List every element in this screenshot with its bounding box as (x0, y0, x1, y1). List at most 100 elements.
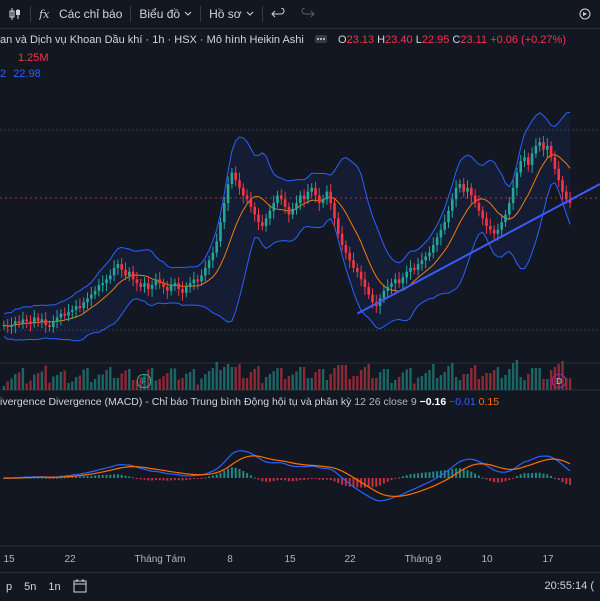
event-marker-f[interactable]: F (137, 374, 151, 388)
change-value: +0.06 (+0.27%) (490, 34, 566, 46)
range-p-button[interactable]: p (6, 581, 13, 593)
undo-button[interactable] (263, 0, 293, 28)
volume-bar (67, 383, 70, 390)
macd-histogram-bar (177, 478, 180, 481)
macd-histogram-bar (504, 478, 507, 482)
macd-histogram-bar (405, 475, 408, 478)
volume-bar (432, 364, 435, 390)
volume-bar (447, 366, 450, 390)
candle-body (36, 317, 40, 322)
volume-bar (492, 370, 496, 390)
candle-body (390, 283, 393, 287)
volume-bar (542, 379, 545, 390)
redo-button[interactable] (293, 0, 323, 28)
volume-bar (48, 382, 51, 390)
macd-histogram-bar (189, 478, 192, 480)
candle-body (268, 210, 272, 219)
volume-bar (359, 370, 363, 390)
macd-histogram-bar (519, 474, 522, 478)
event-marker-d[interactable]: D (552, 374, 566, 388)
macd-value-2: −0.01 (449, 396, 476, 408)
volume-bar (52, 376, 55, 390)
x-axis-tick-label: Tháng Tám (135, 554, 186, 565)
chart-area[interactable]: 15 22 Tháng Tám 8 15 22 Tháng 9 10 17 (0, 28, 600, 572)
macd-histogram-bar (280, 478, 283, 481)
macd-histogram-bar (382, 478, 385, 484)
macd-histogram-bar (59, 477, 62, 479)
volume-bar (93, 379, 97, 390)
x-axis-tick-label: 22 (344, 554, 356, 565)
indicators-button[interactable]: ƒx Các chỉ báo (31, 0, 130, 28)
candle-body (413, 267, 416, 270)
candle-body (504, 214, 507, 223)
volume-bar (371, 378, 374, 390)
more-options-icon[interactable] (314, 35, 327, 43)
range-1n-button[interactable]: 1n (48, 581, 61, 593)
macd-histogram-bar (329, 478, 332, 481)
candle-body (29, 321, 32, 324)
volume-bar (500, 378, 503, 390)
calendar-button[interactable] (67, 578, 93, 596)
candle-body (207, 260, 211, 268)
chart-menu-label: Biểu đồ (139, 7, 181, 21)
volume-bar (546, 379, 549, 390)
volume-bar (166, 373, 169, 390)
volume-bar (291, 374, 294, 390)
redo-icon (301, 8, 315, 20)
candle-body (204, 267, 207, 276)
volume-bar (188, 372, 192, 390)
macd-histogram-bar (428, 472, 431, 478)
volume-bar (530, 368, 534, 390)
candle-body (553, 157, 557, 169)
candle-body (306, 191, 310, 200)
volume-bar (299, 367, 302, 390)
candle-body (253, 206, 256, 215)
candle-body (283, 199, 287, 207)
macd-histogram-bar (185, 478, 188, 481)
macd-histogram-bar (432, 471, 435, 478)
candle-body (52, 321, 55, 328)
volume-bar (196, 384, 199, 390)
profile-menu-button[interactable]: Hồ sơ (201, 0, 262, 28)
volume-bar (363, 367, 367, 390)
candle-body (329, 191, 332, 204)
candle-body (401, 277, 405, 284)
macd-histogram-bar (40, 477, 43, 479)
volume-bar (397, 377, 401, 390)
candles-style-button[interactable] (0, 0, 30, 28)
volume-bar (337, 365, 340, 390)
macd-histogram-bar (116, 474, 119, 478)
x-axis-tick-label: Tháng 9 (405, 554, 442, 565)
macd-histogram-bar (310, 478, 313, 479)
volume-bar (340, 365, 344, 390)
macd-histogram-bar (394, 478, 397, 479)
range-5n-button[interactable]: 5n (24, 581, 37, 593)
macd-histogram-bar (306, 478, 309, 480)
bottom-bar: p 5n 1n 20:55:14 ( (0, 572, 600, 601)
macd-histogram-bar (371, 478, 374, 488)
volume-bar (302, 367, 306, 390)
volume-bar (382, 369, 386, 390)
macd-histogram-bar (230, 467, 233, 478)
candle-body (287, 206, 291, 215)
volume-bar (78, 375, 82, 390)
macd-params: 12 26 close 9 (354, 396, 417, 408)
chart-menu-button[interactable]: Biểu đồ (131, 0, 200, 28)
macd-histogram-bar (151, 478, 154, 481)
chevron-down-icon (184, 11, 192, 17)
macd-histogram-bar (78, 476, 81, 478)
candle-body (527, 157, 530, 165)
macd-histogram-bar (268, 478, 271, 482)
volume-bar (181, 378, 184, 390)
candle-body (371, 294, 374, 303)
macd-histogram-bar (265, 478, 268, 482)
replay-button[interactable] (570, 0, 600, 28)
macd-histogram-bar (56, 477, 59, 479)
macd-histogram-bar (200, 478, 203, 479)
volume-bar (268, 374, 272, 390)
candle-body (143, 283, 146, 287)
macd-histogram-bar (97, 475, 100, 478)
volume-bar (253, 369, 256, 390)
macd-histogram-bar (154, 478, 157, 481)
candle-body (97, 285, 101, 291)
